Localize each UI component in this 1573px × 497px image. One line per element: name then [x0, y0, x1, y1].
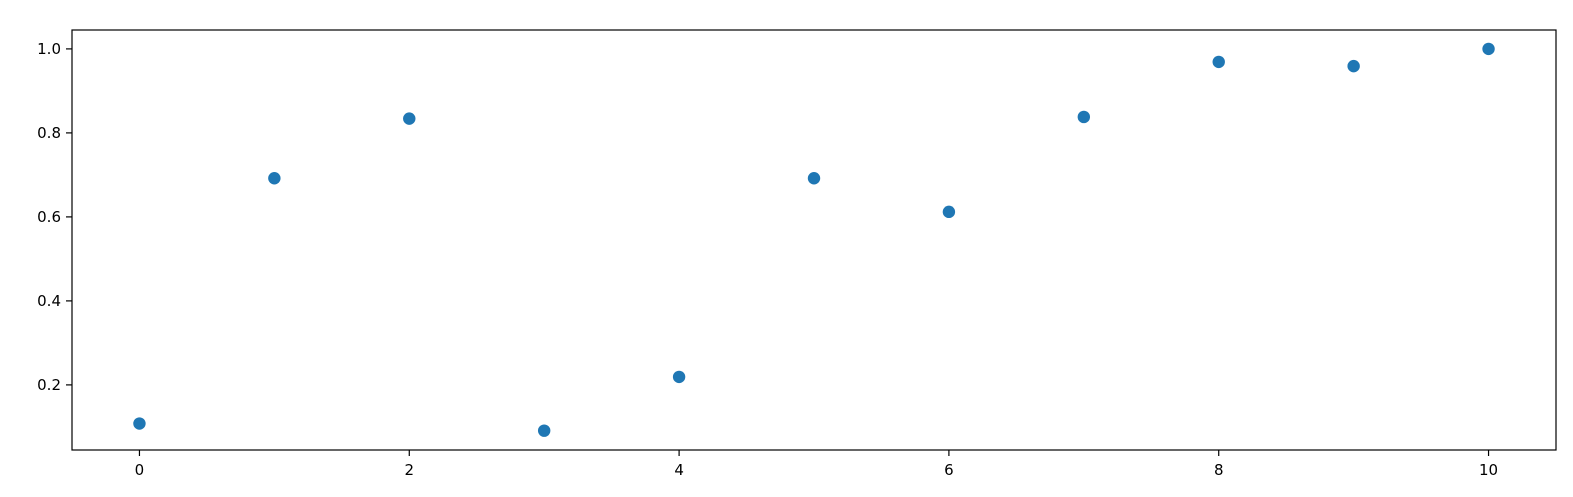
plot-frame [71, 29, 1557, 451]
y-tick-label: 0.6 [37, 208, 61, 226]
x-tick-label: 6 [944, 461, 954, 479]
data-point [268, 172, 281, 185]
y-axis: 0.2 0.4 0.6 0.8 1.0 [37, 40, 72, 394]
data-point [1212, 55, 1225, 69]
x-tick-label: 4 [674, 461, 684, 479]
data-point [807, 172, 821, 185]
data-point [1347, 59, 1360, 73]
data-point [1482, 42, 1495, 56]
data-point [942, 205, 956, 219]
y-tick-label: 0.8 [37, 124, 61, 142]
y-tick-label: 1.0 [37, 40, 61, 58]
x-tick-label: 0 [135, 461, 145, 479]
x-tick-label: 8 [1214, 461, 1224, 479]
data-point [537, 424, 551, 437]
data-point [133, 417, 146, 430]
data-point [403, 112, 416, 125]
data-point [1077, 110, 1091, 124]
x-tick-label: 2 [404, 461, 414, 479]
y-tick-label: 0.2 [37, 376, 61, 394]
x-tick-label: 10 [1479, 461, 1498, 479]
x-axis: 0 2 4 6 8 10 [135, 450, 1498, 479]
data-points [133, 42, 1495, 437]
data-point [672, 370, 686, 384]
y-tick-label: 0.4 [37, 292, 61, 310]
